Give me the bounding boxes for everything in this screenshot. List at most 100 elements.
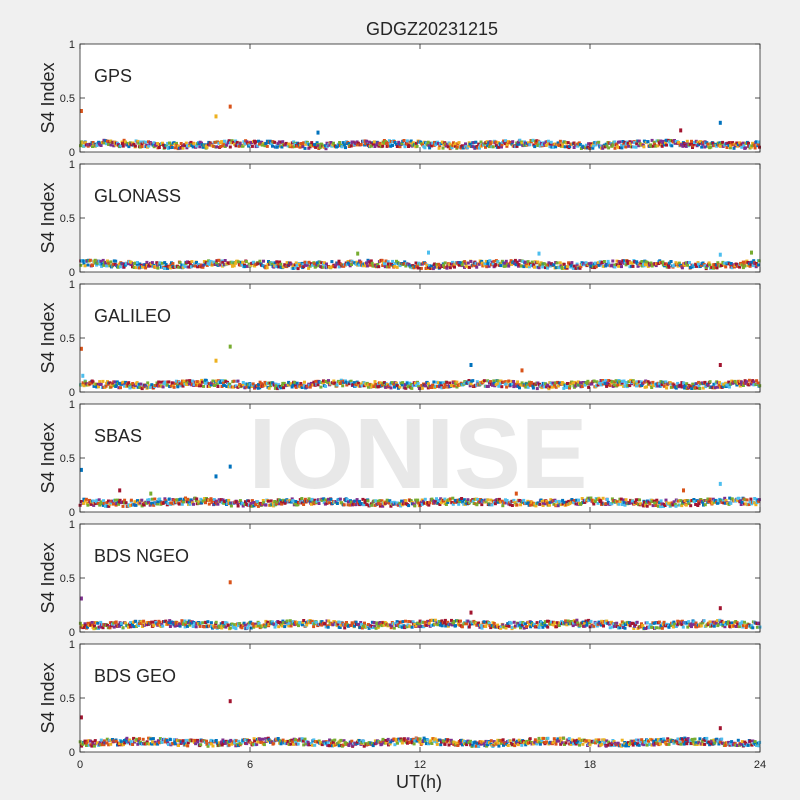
noise-point bbox=[679, 621, 683, 625]
noise-point bbox=[732, 624, 736, 628]
noise-point bbox=[699, 263, 703, 267]
noise-point bbox=[573, 380, 577, 384]
noise-point bbox=[536, 381, 540, 385]
noise-point bbox=[150, 261, 154, 265]
noise-point bbox=[681, 625, 685, 629]
noise-point bbox=[467, 381, 471, 385]
noise-point bbox=[214, 499, 218, 503]
noise-point bbox=[186, 624, 189, 628]
noise-point bbox=[711, 620, 715, 624]
noise-point bbox=[494, 383, 498, 387]
noise-point bbox=[503, 501, 507, 505]
noise-point bbox=[469, 382, 473, 386]
noise-point bbox=[262, 501, 266, 505]
noise-point bbox=[384, 385, 388, 389]
noise-point bbox=[586, 145, 590, 149]
noise-point bbox=[477, 142, 481, 146]
noise-point bbox=[590, 382, 594, 386]
noise-point bbox=[215, 261, 218, 265]
noise-point bbox=[307, 266, 311, 270]
noise-point bbox=[477, 621, 481, 625]
noise-point bbox=[129, 263, 133, 267]
noise-point bbox=[225, 499, 229, 503]
noise-point bbox=[107, 143, 111, 146]
noise-point bbox=[140, 387, 144, 391]
noise-point bbox=[411, 384, 415, 388]
noise-point bbox=[512, 380, 516, 383]
noise-point bbox=[295, 620, 299, 624]
noise-point bbox=[310, 497, 314, 501]
noise-point bbox=[376, 499, 380, 503]
noise-point bbox=[112, 625, 116, 629]
noise-point bbox=[220, 624, 224, 628]
noise-point bbox=[354, 503, 358, 507]
noise-point bbox=[451, 381, 455, 385]
noise-point bbox=[645, 504, 649, 508]
noise-point bbox=[625, 259, 629, 263]
noise-point bbox=[720, 500, 724, 504]
noise-point bbox=[640, 622, 643, 626]
y-tick-label: 0 bbox=[69, 627, 75, 639]
noise-point bbox=[697, 262, 700, 266]
noise-point bbox=[265, 144, 269, 148]
noise-point bbox=[737, 625, 741, 629]
noise-point bbox=[368, 261, 372, 265]
noise-point bbox=[201, 380, 204, 384]
noise-point bbox=[185, 146, 189, 150]
noise-point bbox=[496, 141, 500, 145]
noise-point bbox=[364, 498, 368, 502]
noise-point bbox=[739, 499, 743, 503]
noise-point bbox=[279, 262, 283, 266]
noise-point bbox=[281, 621, 285, 625]
noise-point bbox=[528, 623, 531, 627]
noise-point bbox=[618, 380, 622, 384]
noise-point bbox=[164, 500, 168, 504]
noise-point bbox=[114, 503, 118, 507]
noise-point bbox=[376, 385, 380, 389]
noise-point bbox=[125, 141, 129, 145]
noise-point bbox=[340, 380, 344, 384]
noise-point bbox=[569, 622, 572, 626]
noise-point bbox=[98, 740, 102, 744]
noise-point bbox=[432, 499, 436, 503]
noise-point bbox=[633, 624, 637, 628]
noise-point bbox=[726, 622, 730, 626]
noise-point bbox=[647, 625, 651, 629]
noise-point bbox=[228, 382, 232, 386]
noise-point bbox=[310, 381, 313, 385]
noise-point bbox=[366, 623, 370, 626]
noise-point bbox=[204, 261, 208, 265]
noise-point bbox=[108, 738, 112, 742]
noise-point bbox=[615, 259, 619, 263]
noise-point bbox=[249, 502, 253, 505]
y-tick-label: 1 bbox=[69, 279, 75, 291]
noise-point bbox=[257, 622, 261, 625]
noise-point bbox=[389, 386, 393, 390]
noise-point bbox=[562, 262, 566, 266]
noise-point bbox=[437, 381, 440, 385]
noise-point bbox=[82, 144, 86, 148]
noise-point bbox=[124, 380, 128, 384]
noise-point bbox=[312, 625, 316, 629]
noise-point bbox=[358, 499, 361, 503]
noise-point bbox=[721, 385, 725, 389]
noise-point bbox=[583, 624, 587, 628]
noise-point bbox=[444, 503, 448, 506]
noise-point bbox=[302, 265, 306, 269]
noise-point bbox=[483, 262, 487, 266]
noise-point bbox=[373, 624, 377, 628]
noise-point bbox=[523, 141, 527, 145]
y-tick-label: 1 bbox=[69, 399, 75, 411]
noise-point bbox=[683, 384, 687, 387]
noise-point bbox=[732, 146, 736, 150]
noise-point bbox=[595, 380, 599, 384]
noise-point bbox=[80, 500, 84, 503]
noise-point bbox=[661, 260, 665, 264]
noise-point bbox=[500, 145, 503, 149]
noise-point bbox=[384, 140, 387, 144]
noise-point bbox=[91, 623, 94, 627]
noise-point bbox=[109, 742, 113, 746]
noise-point bbox=[624, 623, 627, 626]
noise-point bbox=[214, 739, 218, 742]
noise-point bbox=[140, 142, 144, 146]
